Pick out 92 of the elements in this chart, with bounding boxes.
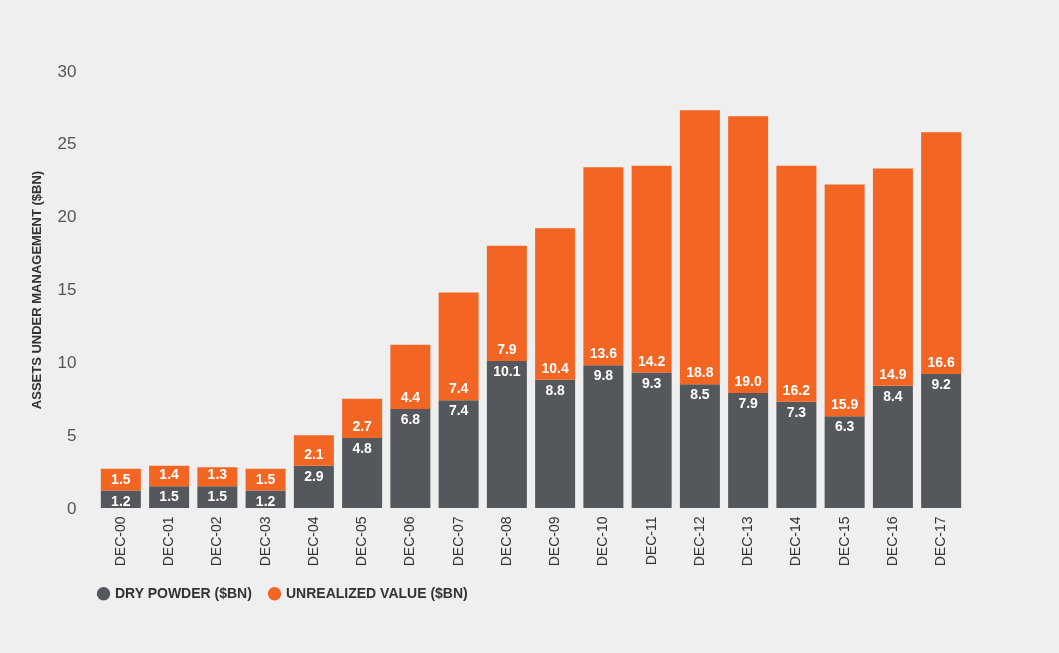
data-label: 2.9: [304, 467, 324, 484]
x-tick-label: DEC-06: [401, 516, 418, 567]
data-label: 8.4: [883, 387, 903, 404]
bar: [486, 245, 527, 361]
bar: [728, 392, 769, 508]
bar: [872, 385, 913, 508]
bar: [583, 167, 624, 366]
data-label: 7.9: [738, 394, 759, 411]
data-label: 1.2: [255, 492, 276, 509]
legend-label: UNREALIZED VALUE ($BN): [286, 584, 468, 601]
data-label: 1.3: [207, 466, 228, 483]
data-label: 1.5: [255, 470, 276, 487]
data-label: 8.8: [545, 381, 566, 398]
y-tick-label: 15: [57, 280, 77, 299]
bar: [824, 416, 865, 508]
bar: [921, 373, 962, 508]
data-label: 7.3: [786, 403, 807, 420]
bar: [342, 398, 383, 439]
data-label: 8.5: [690, 386, 710, 403]
data-label: 19.0: [734, 372, 762, 389]
x-tick-label: DEC-12: [690, 516, 707, 567]
data-label: 15.9: [831, 396, 859, 413]
data-label: 14.9: [879, 365, 907, 382]
data-label: 9.2: [931, 375, 952, 392]
x-tick-label: DEC-01: [160, 516, 177, 567]
bar: [293, 465, 334, 508]
y-tick-label: 5: [67, 425, 77, 445]
data-label: 16.2: [782, 381, 811, 398]
data-label: 1.5: [159, 488, 180, 505]
bar: [438, 400, 479, 508]
bar: [824, 184, 865, 417]
data-label: 7.9: [497, 340, 517, 357]
data-label: 2.7: [352, 418, 373, 435]
bar: [631, 165, 672, 373]
bar: [728, 116, 769, 393]
data-label: 10.1: [493, 362, 521, 379]
data-label: 9.8: [593, 367, 614, 384]
x-tick-label: DEC-09: [546, 516, 563, 567]
x-tick-label: DEC-03: [256, 516, 273, 567]
x-tick-label: DEC-08: [497, 516, 514, 567]
data-label: 6.8: [400, 410, 421, 427]
bar: [535, 379, 576, 508]
x-tick-label: DEC-02: [208, 516, 225, 567]
data-label: 6.3: [834, 418, 855, 435]
data-label: 16.6: [927, 353, 955, 370]
data-label: 10.4: [541, 359, 569, 376]
data-label: 4.4: [400, 388, 421, 405]
data-label: 1.4: [159, 466, 180, 483]
x-tick-label: DEC-07: [449, 516, 466, 567]
data-label: 2.1: [304, 445, 324, 462]
bar: [390, 344, 431, 409]
bar: [486, 360, 527, 508]
bar: [535, 228, 576, 380]
x-tick-label: DEC-05: [353, 516, 370, 567]
data-label: 1.5: [111, 470, 131, 487]
x-tick-label: DEC-14: [787, 516, 804, 567]
bar: [293, 435, 334, 466]
x-tick-label: DEC-11: [642, 516, 659, 566]
y-tick-label: 20: [57, 207, 77, 227]
y-axis-title: ASSETS UNDER MANAGEMENT ($BN): [28, 170, 44, 410]
data-label: 4.8: [352, 440, 373, 457]
x-tick-label: DEC-17: [932, 516, 949, 567]
x-tick-label: DEC-15: [835, 516, 852, 567]
bar: [776, 165, 817, 402]
data-label: 1.5: [207, 488, 228, 505]
data-label: 18.8: [686, 364, 714, 381]
x-tick-label: DEC-13: [739, 516, 756, 567]
data-label: 9.3: [641, 374, 662, 391]
x-tick-label: DEC-16: [883, 516, 900, 567]
x-tick-label: DEC-04: [304, 516, 321, 567]
data-label: 14.2: [638, 352, 666, 369]
legend-label: DRY POWDER ($BN): [115, 584, 252, 601]
y-tick-label: 10: [57, 352, 77, 372]
bar: [679, 110, 720, 385]
y-tick-label: 25: [57, 134, 77, 154]
bar: [390, 408, 431, 508]
data-label: 1.2: [111, 492, 131, 509]
y-tick-label: 0: [67, 498, 77, 518]
x-tick-label: DEC-00: [111, 516, 128, 567]
y-tick-label: 30: [57, 61, 77, 81]
data-label: 7.4: [448, 380, 469, 397]
bar: [679, 384, 720, 508]
bar: [438, 292, 479, 401]
bar: [631, 372, 672, 508]
bar: [921, 132, 962, 374]
data-label: 7.4: [448, 402, 469, 419]
bar: [776, 401, 817, 508]
x-tick-label: DEC-10: [594, 516, 611, 567]
bar: [872, 168, 913, 386]
bar: [583, 365, 624, 508]
bar: [342, 438, 383, 508]
data-label: 13.6: [589, 345, 618, 362]
